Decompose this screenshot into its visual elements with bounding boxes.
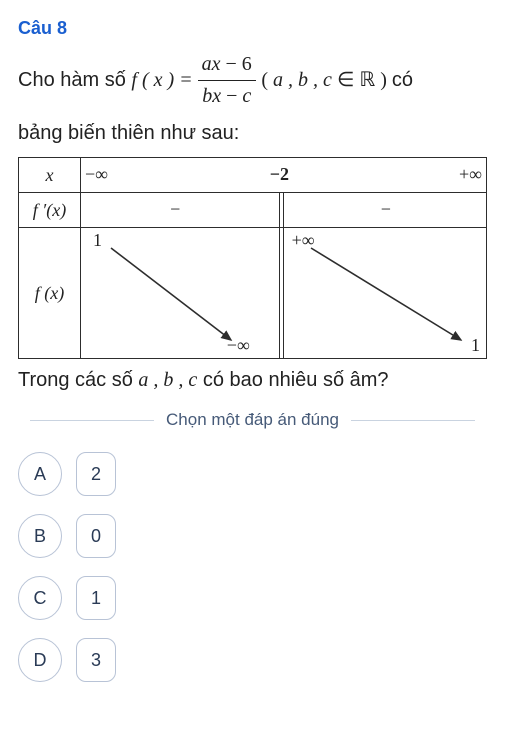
num-x: x (212, 53, 221, 75)
x-minus-2: −2 (270, 164, 289, 185)
fraction-num: ax − 6 (198, 49, 256, 81)
options-list: A 2 B 0 C 1 D 3 (18, 452, 487, 682)
prompt-prefix: Cho hàm số (18, 69, 131, 91)
option-d[interactable]: D 3 (18, 638, 487, 682)
choose-label: Chọn một đáp án đúng (18, 410, 487, 430)
num-op: − 6 (221, 53, 252, 75)
fp-minus-left: − (170, 199, 180, 220)
option-value: 2 (76, 452, 116, 496)
option-letter[interactable]: B (18, 514, 62, 558)
domain-set: ℝ (359, 69, 375, 91)
table-row-fx: f (x) 1 −∞ +∞ 1 (19, 228, 486, 358)
domain-close: ) (375, 69, 392, 91)
arrow-left (81, 228, 486, 358)
x-values: −∞ −2 +∞ (81, 158, 486, 192)
domain-open: ( (261, 69, 273, 91)
den-op: − (221, 85, 242, 107)
question-label: Câu 8 (18, 18, 487, 39)
domain-in: ∈ (332, 69, 359, 91)
table-row-x: x −∞ −2 +∞ (19, 158, 486, 193)
option-b[interactable]: B 0 (18, 514, 487, 558)
option-value: 1 (76, 576, 116, 620)
option-value: 3 (76, 638, 116, 682)
fraction-den: bx − c (198, 81, 256, 112)
den-c: c (242, 85, 251, 107)
option-a[interactable]: A 2 (18, 452, 487, 496)
option-letter[interactable]: A (18, 452, 62, 496)
header-fprime: f ′(x) (19, 193, 81, 227)
fprime-values: − − (81, 193, 486, 227)
fx-lhs: f ( x ) = (131, 69, 197, 91)
asymptote-line-fp (279, 193, 284, 227)
after-pre: Trong các số (18, 369, 138, 391)
header-x: x (19, 158, 81, 192)
num-a: a (202, 53, 212, 75)
domain-vars: a , b , c (273, 69, 332, 91)
den-x: x (212, 85, 221, 107)
option-value: 0 (76, 514, 116, 558)
prompt-line2: bảng biến thiên như sau: (18, 118, 487, 149)
x-minus-inf: −∞ (85, 164, 108, 185)
header-fx: f (x) (19, 228, 81, 358)
den-b: b (202, 85, 212, 107)
fx-values: 1 −∞ +∞ 1 (81, 228, 486, 358)
table-row-fprime: f ′(x) − − (19, 193, 486, 228)
after-tail: có bao nhiêu số âm? (197, 369, 388, 391)
option-letter[interactable]: C (18, 576, 62, 620)
fraction: ax − 6 bx − c (198, 49, 256, 112)
question-prompt: Cho hàm số f ( x ) = ax − 6 bx − c ( a ,… (18, 49, 487, 112)
option-c[interactable]: C 1 (18, 576, 487, 620)
question-followup: Trong các số a , b , c có bao nhiêu số â… (18, 369, 487, 392)
variation-table: x −∞ −2 +∞ f ′(x) − − f (x) 1 −∞ +∞ 1 (18, 157, 487, 359)
prompt-suffix: có (392, 69, 413, 91)
after-vars: a , b , c (138, 369, 197, 391)
x-plus-inf: +∞ (459, 164, 482, 185)
fp-minus-right: − (381, 199, 391, 220)
option-letter[interactable]: D (18, 638, 62, 682)
